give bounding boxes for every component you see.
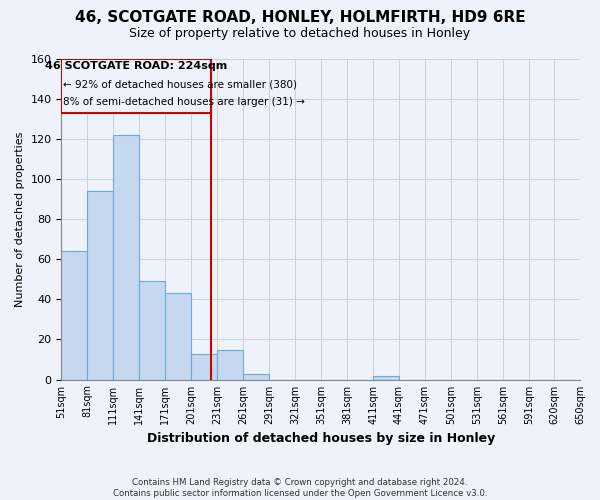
Text: Contains HM Land Registry data © Crown copyright and database right 2024.
Contai: Contains HM Land Registry data © Crown c… <box>113 478 487 498</box>
Bar <box>88 191 113 380</box>
Bar <box>61 252 88 380</box>
Text: 46, SCOTGATE ROAD, HONLEY, HOLMFIRTH, HD9 6RE: 46, SCOTGATE ROAD, HONLEY, HOLMFIRTH, HD… <box>74 10 526 25</box>
Bar <box>373 376 399 380</box>
X-axis label: Distribution of detached houses by size in Honley: Distribution of detached houses by size … <box>146 432 495 445</box>
Bar <box>113 135 139 380</box>
Bar <box>243 374 269 380</box>
Bar <box>139 282 165 380</box>
Text: 8% of semi-detached houses are larger (31) →: 8% of semi-detached houses are larger (3… <box>63 97 305 107</box>
Text: ← 92% of detached houses are smaller (380): ← 92% of detached houses are smaller (38… <box>63 79 297 89</box>
Bar <box>217 350 243 380</box>
Text: 46 SCOTGATE ROAD: 224sqm: 46 SCOTGATE ROAD: 224sqm <box>45 61 227 71</box>
Text: Size of property relative to detached houses in Honley: Size of property relative to detached ho… <box>130 28 470 40</box>
Y-axis label: Number of detached properties: Number of detached properties <box>15 132 25 307</box>
Bar <box>165 294 191 380</box>
Bar <box>191 354 217 380</box>
FancyBboxPatch shape <box>61 59 211 113</box>
